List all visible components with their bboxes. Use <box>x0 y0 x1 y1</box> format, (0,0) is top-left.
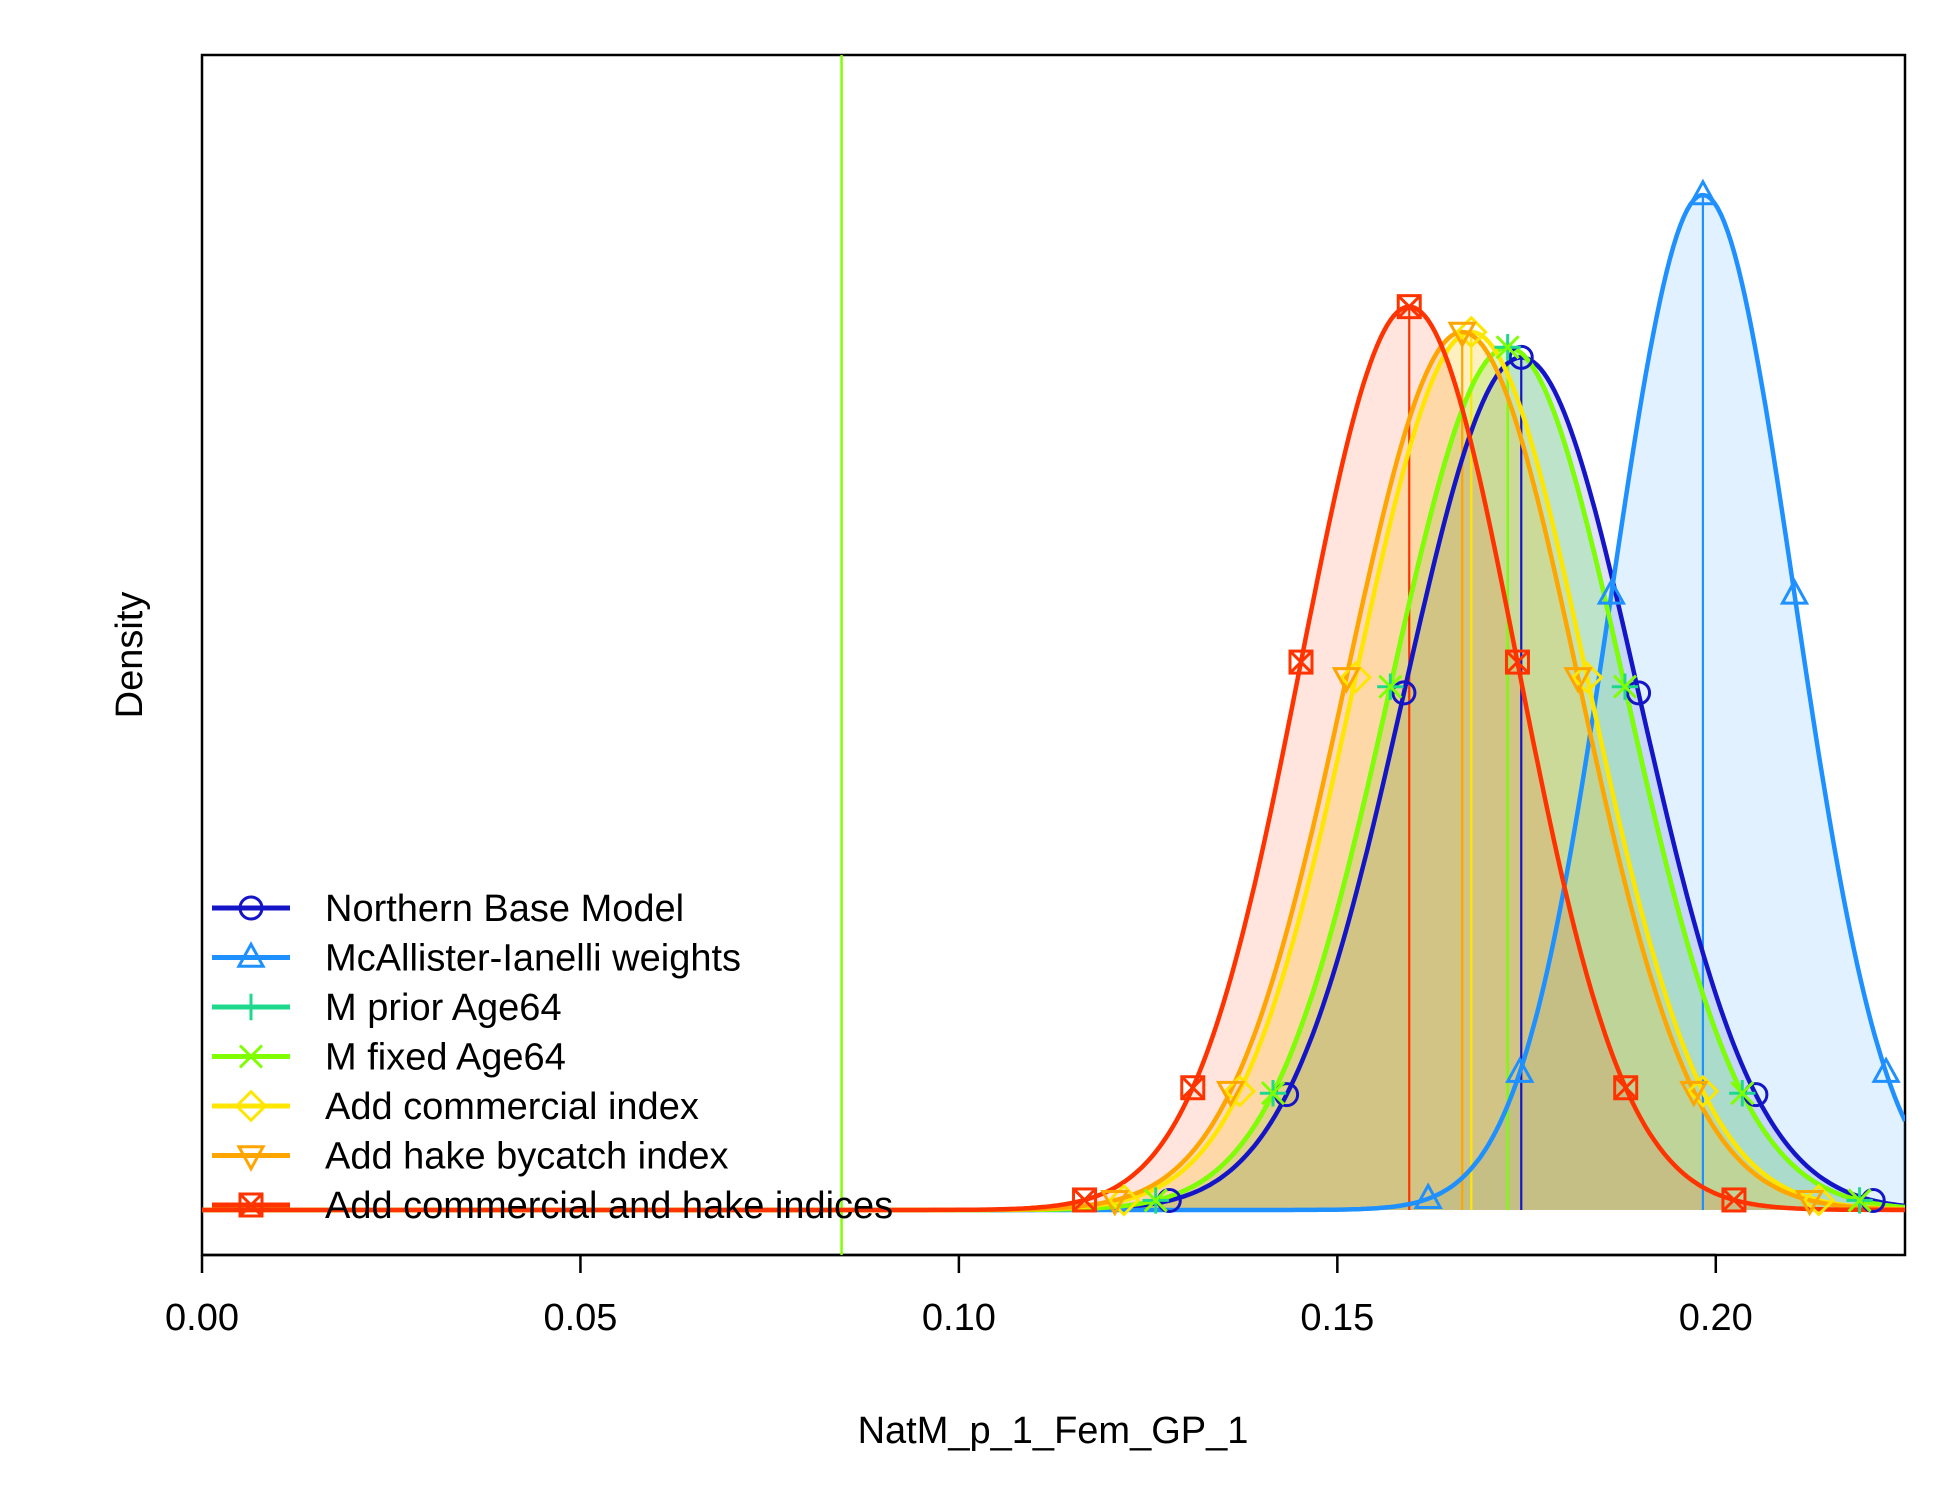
marker-add-commercial-and-hake-indices <box>1072 1187 1098 1213</box>
legend-marker-icon <box>236 941 266 968</box>
marker-m-fixed-age64 <box>1612 674 1638 699</box>
legend-marker-icon <box>234 1089 268 1123</box>
marker-northern-base-model <box>1626 680 1652 706</box>
marker-add-commercial-index <box>1223 1074 1257 1108</box>
marker-add-hake-bycatch-index <box>1100 1189 1130 1217</box>
marker-add-hake-bycatch-index <box>1447 321 1477 349</box>
legend-item: Add hake bycatch index <box>212 1136 729 1178</box>
legend-marker-icon <box>236 1145 266 1172</box>
density-fill-mcallister-ianelli-weights <box>1336 195 1905 1210</box>
marker-m-fixed-age64 <box>1378 674 1403 699</box>
marker-m-fixed-age64 <box>1260 1081 1286 1106</box>
legend-label: Northern Base Model <box>325 888 684 930</box>
marker-m-fixed-age64 <box>1495 335 1520 360</box>
marker-add-commercial-and-hake-indices <box>1721 1187 1747 1213</box>
legend-item: Add commercial and hake indices <box>212 1185 893 1227</box>
marker-add-hake-bycatch-index <box>1563 667 1593 694</box>
legend-item: Northern Base Model <box>212 888 684 930</box>
marker-add-commercial-index <box>1454 315 1488 349</box>
x-tick-label: 0.20 <box>1679 1297 1753 1339</box>
marker-add-commercial-and-hake-indices <box>1396 294 1422 320</box>
legend-label: M prior Age64 <box>325 987 562 1029</box>
legend-label: Add hake bycatch index <box>325 1136 729 1178</box>
density-fill-add-hake-bycatch-index <box>999 332 1905 1211</box>
legend-marker-icon <box>238 895 264 921</box>
marker-add-commercial-index <box>1570 661 1604 694</box>
legend-item: M fixed Age64 <box>212 1037 566 1079</box>
marker-m-fixed-age64 <box>1143 1188 1168 1213</box>
density-fill-add-commercial-index <box>1008 332 1905 1210</box>
marker-mcallister-ianelli-weights <box>1505 1056 1535 1083</box>
x-axis: 0.00 0.05 0.10 0.15 0.20 <box>165 1253 1753 1339</box>
marker-mcallister-ianelli-weights <box>1688 178 1718 206</box>
marker-add-hake-bycatch-index <box>1794 1189 1825 1217</box>
x-tick-label: 0.00 <box>165 1297 239 1339</box>
density-fill-northern-base-model <box>1051 357 1905 1210</box>
marker-add-hake-bycatch-index <box>1331 667 1362 694</box>
marker-mcallister-ianelli-weights <box>1413 1182 1443 1210</box>
curve-markers <box>1072 178 1901 1217</box>
legend: Northern Base Model McAllister-Ianelli we… <box>212 888 893 1227</box>
x-tick-label: 0.05 <box>543 1297 617 1339</box>
legend-label: M fixed Age64 <box>325 1037 566 1079</box>
marker-add-hake-bycatch-index <box>1215 1080 1246 1108</box>
marker-add-commercial-and-hake-indices <box>1504 649 1530 675</box>
marker-add-commercial-index <box>1339 661 1372 694</box>
marker-add-commercial-and-hake-indices <box>1180 1075 1206 1101</box>
marker-add-commercial-and-hake-indices <box>1613 1075 1639 1101</box>
legend-marker-icon <box>237 993 265 1021</box>
legend-item: McAllister-Ianelli weights <box>212 938 741 980</box>
legend-item: M prior Age64 <box>212 987 562 1029</box>
legend-item: Add commercial index <box>212 1086 699 1128</box>
marker-mcallister-ianelli-weights <box>1779 578 1810 605</box>
marker-add-hake-bycatch-index <box>1679 1080 1709 1108</box>
marker-northern-base-model <box>1391 680 1417 706</box>
legend-marker-icon <box>238 1192 264 1218</box>
legend-label: McAllister-Ianelli weights <box>325 938 741 980</box>
marker-mcallister-ianelli-weights <box>1871 1056 1901 1083</box>
plot-area <box>202 55 1905 1255</box>
marker-add-commercial-index <box>1686 1074 1720 1108</box>
marker-add-commercial-index <box>1802 1183 1836 1217</box>
marker-m-fixed-age64 <box>1730 1081 1755 1106</box>
x-axis-label: NatM_p_1_Fem_GP_1 <box>858 1410 1249 1452</box>
marker-northern-base-model <box>1508 344 1534 370</box>
x-tick-label: 0.10 <box>922 1297 996 1339</box>
marker-m-fixed-age64 <box>1847 1188 1872 1213</box>
marker-add-commercial-and-hake-indices <box>1288 649 1314 675</box>
marker-mcallister-ianelli-weights <box>1596 578 1626 605</box>
marker-add-commercial-index <box>1107 1183 1141 1217</box>
x-tick-label: 0.15 <box>1300 1297 1374 1339</box>
y-axis-label: Density <box>109 592 151 719</box>
legend-label: Add commercial and hake indices <box>325 1185 893 1227</box>
legend-label: Add commercial index <box>325 1086 699 1128</box>
legend-marker-icon <box>238 1044 264 1069</box>
